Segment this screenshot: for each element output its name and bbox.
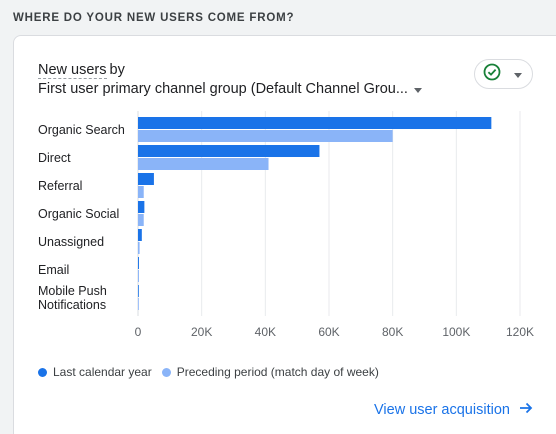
bar-current: [138, 117, 492, 129]
bar-preceding: [138, 186, 144, 198]
bar-preceding: [138, 214, 144, 226]
bar-current: [138, 229, 142, 241]
legend-label: Last calendar year: [53, 365, 152, 379]
metric-line: New users by: [38, 62, 125, 79]
x-tick-label: 120K: [506, 325, 534, 339]
dropdown-arrow-icon: [413, 87, 422, 93]
bar-current: [138, 201, 145, 213]
bar-current: [138, 257, 139, 269]
bar-preceding: [138, 158, 269, 170]
x-tick-label: 60K: [318, 325, 339, 339]
dimension-selector[interactable]: First user primary channel group (Defaul…: [38, 81, 422, 97]
new-users-card: New users by First user primary channel g…: [13, 35, 556, 434]
legend-item-preceding: Preceding period (match day of week): [161, 365, 379, 379]
link-label: View user acquisition: [374, 402, 510, 418]
category-label: Organic Search: [38, 123, 125, 137]
category-label: Mobile Push: [38, 284, 107, 298]
category-label: Unassigned: [38, 235, 104, 249]
legend-item-current: Last calendar year: [38, 365, 152, 379]
arrow-right-icon: [519, 401, 533, 419]
bar-current: [138, 145, 320, 157]
by-text: by: [109, 62, 125, 78]
category-label: Direct: [38, 151, 71, 165]
category-label: Notifications: [38, 298, 106, 312]
x-tick-label: 80K: [382, 325, 403, 339]
bar-preceding: [138, 130, 393, 142]
bar-current: [138, 285, 139, 297]
x-tick-label: 0: [135, 325, 142, 339]
legend-label: Preceding period (match day of week): [176, 365, 379, 379]
chevron-down-icon: [514, 72, 522, 78]
section-title: WHERE DO YOUR NEW USERS COME FROM?: [13, 12, 295, 24]
legend-dot: [38, 367, 47, 377]
bar-current: [138, 173, 154, 185]
bar-preceding: [138, 270, 139, 282]
check-circle-icon: [483, 63, 501, 86]
bar-chart: 0 20K 40K 60K 80K 100K 120K Organic Search Direc…: [38, 111, 534, 339]
chart-legend: Last calendar year Preceding period (mat…: [38, 365, 379, 379]
metric-selector[interactable]: New users: [38, 62, 107, 79]
view-user-acquisition-link[interactable]: View user acquisition: [374, 401, 533, 419]
category-label: Organic Social: [38, 207, 119, 221]
category-label: Email: [38, 263, 69, 277]
legend-dot: [161, 367, 171, 377]
category-label: Referral: [38, 179, 82, 193]
dimension-label: First user primary channel group (Defaul…: [38, 81, 408, 97]
x-tick-label: 20K: [191, 325, 212, 339]
x-tick-label: 100K: [442, 325, 470, 339]
x-tick-label: 40K: [255, 325, 276, 339]
comparison-check-button[interactable]: [474, 59, 533, 89]
bar-preceding: [138, 298, 139, 310]
bar-preceding: [138, 242, 140, 254]
